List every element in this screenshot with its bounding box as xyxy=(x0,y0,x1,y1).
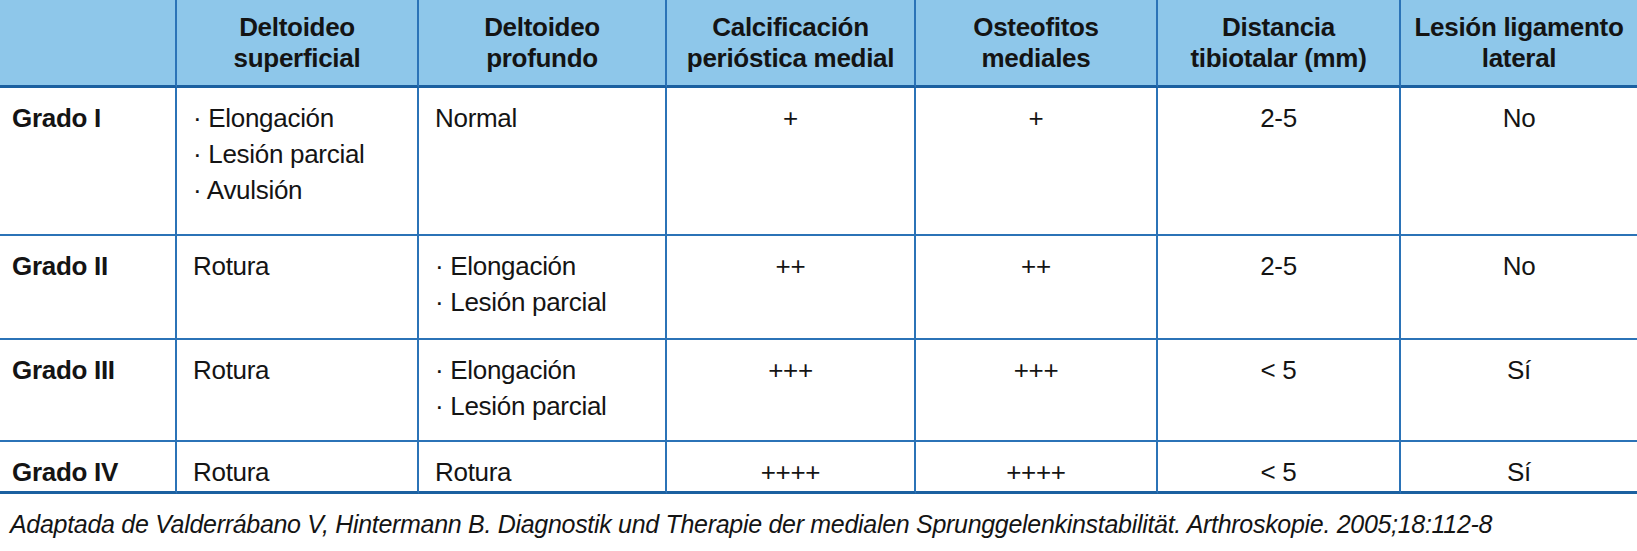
table-cell: ++++ xyxy=(916,440,1158,494)
table-cell: +++ xyxy=(667,338,916,440)
table-cell: < 5 xyxy=(1158,338,1401,440)
column-header-osteofitos: Osteofitos mediales xyxy=(916,0,1158,88)
table-cell: ++ xyxy=(916,234,1158,338)
table-cell: Sí xyxy=(1401,338,1637,440)
column-header-lesion-lateral: Lesión ligamento lateral xyxy=(1401,0,1637,88)
column-header-calcificacion: Calcificación perióstica medial xyxy=(667,0,916,88)
classification-table: Deltoideo superficial Deltoideo profundo… xyxy=(0,0,1637,494)
table-cell: · Elongación · Lesión parcial xyxy=(419,338,667,440)
row-header-grado-4: Grado IV xyxy=(0,440,177,494)
table-cell: + xyxy=(916,88,1158,234)
table-cell: + xyxy=(667,88,916,234)
row-header-grado-2: Grado II xyxy=(0,234,177,338)
table-cell: 2-5 xyxy=(1158,234,1401,338)
table-cell: ++ xyxy=(667,234,916,338)
table-cell: 2-5 xyxy=(1158,88,1401,234)
row-header-grado-1: Grado I xyxy=(0,88,177,234)
row-header-grado-3: Grado III xyxy=(0,338,177,440)
table-cell: Rotura xyxy=(177,234,419,338)
table-cell: · Elongación · Lesión parcial xyxy=(419,234,667,338)
column-header-distancia: Distancia tibiotalar (mm) xyxy=(1158,0,1401,88)
table-cell: Rotura xyxy=(419,440,667,494)
column-header-deltoideo-superficial: Deltoideo superficial xyxy=(177,0,419,88)
table-cell: No xyxy=(1401,88,1637,234)
table-cell: Rotura xyxy=(177,338,419,440)
table-cell: Rotura xyxy=(177,440,419,494)
table-cell: Sí xyxy=(1401,440,1637,494)
table-cell: +++ xyxy=(916,338,1158,440)
table-cell: · Elongación · Lesión parcial · Avulsión xyxy=(177,88,419,234)
table-cell: No xyxy=(1401,234,1637,338)
table-footnote-citation: Adaptada de Valderrábano V, Hintermann B… xyxy=(0,494,1637,551)
column-header-deltoideo-profundo: Deltoideo profundo xyxy=(419,0,667,88)
table-cell: < 5 xyxy=(1158,440,1401,494)
table-cell: ++++ xyxy=(667,440,916,494)
table-cell: Normal xyxy=(419,88,667,234)
corner-cell xyxy=(0,0,177,88)
